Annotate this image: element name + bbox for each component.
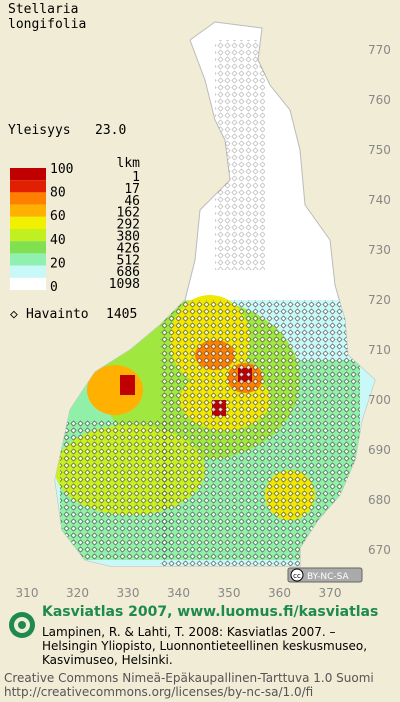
legend: lkm 100 80 60 40 20 0 117461622923804265126861… <box>10 156 140 295</box>
logo <box>9 612 35 638</box>
legend-percent: 0 <box>50 280 58 295</box>
easting-label: 360 <box>268 586 291 600</box>
legend-percent: 80 <box>50 186 66 201</box>
license-badge: cc BY-NC-SA <box>287 567 363 583</box>
legend-count: 426 <box>117 241 140 256</box>
easting-label: 350 <box>218 586 241 600</box>
observation-symbol: ◇ <box>10 307 18 322</box>
legend-count: 1098 <box>109 277 140 292</box>
observation-label: Havainto <box>26 307 89 322</box>
northing-label: 770 <box>368 43 391 57</box>
easting-label: 310 <box>16 586 39 600</box>
citation: Helsingin Yliopisto, Luonnontieteellinen… <box>42 639 367 653</box>
heat-cell <box>120 375 135 395</box>
legend-count: 17 <box>124 182 140 197</box>
species-name: longifolia <box>8 17 86 32</box>
northing-label: 700 <box>368 393 391 407</box>
legend-swatch <box>10 253 46 266</box>
legend-swatch <box>10 192 46 205</box>
count-header: lkm <box>117 156 141 171</box>
observation-count: 1405 <box>106 307 137 322</box>
coordinate-axes: 770 760 750 740 730 720 710 700 690 680 670 310 320 3… <box>16 43 391 600</box>
legend-percent: 100 <box>50 162 73 177</box>
prevalence-label: Yleisyys <box>8 123 71 138</box>
easting-label: 330 <box>117 586 140 600</box>
northing-label: 680 <box>368 493 391 507</box>
legend-percent: 20 <box>50 256 66 271</box>
legend-count: 1 <box>132 170 140 185</box>
svg-text:cc: cc <box>293 572 301 580</box>
citation: Kasvimuseo, Helsinki. <box>42 653 173 667</box>
legend-swatch <box>10 265 46 278</box>
legend-count: 46 <box>124 194 140 209</box>
observations <box>60 420 170 560</box>
legend-count: 162 <box>117 206 140 221</box>
northing-label: 710 <box>368 343 391 357</box>
legend-count: 686 <box>117 265 140 280</box>
easting-label: 340 <box>167 586 190 600</box>
legend-swatch <box>10 277 46 290</box>
observations <box>160 300 360 566</box>
easting-label: 370 <box>319 586 342 600</box>
legend-swatch <box>10 241 46 254</box>
northing-label: 720 <box>368 293 391 307</box>
legend-swatch <box>10 229 46 242</box>
license-text: http://creativecommons.org/licenses/by-n… <box>4 685 313 699</box>
license-badge-text: BY-NC-SA <box>307 572 350 582</box>
legend-count: 512 <box>117 253 140 268</box>
legend-swatch <box>10 168 46 181</box>
legend-count: 380 <box>117 230 140 245</box>
license-text: Creative Commons Nimeä-Epäkaupallinen-Ta… <box>4 671 374 685</box>
legend-count: 292 <box>117 218 140 233</box>
legend-percent: 40 <box>50 233 66 248</box>
northing-label: 730 <box>368 243 391 257</box>
legend-swatch <box>10 216 46 229</box>
easting-label: 320 <box>66 586 89 600</box>
species-name: Stellaria <box>8 2 78 17</box>
observations <box>215 40 265 270</box>
northing-label: 740 <box>368 193 391 207</box>
heatmap <box>55 40 375 566</box>
legend-percent: 60 <box>50 209 66 224</box>
legend-swatch <box>10 180 46 193</box>
northing-label: 760 <box>368 93 391 107</box>
northing-label: 690 <box>368 443 391 457</box>
northing-label: 750 <box>368 143 391 157</box>
citation: Lampinen, R. & Lahti, T. 2008: Kasviatla… <box>42 625 336 639</box>
prevalence-value: 23.0 <box>95 123 126 138</box>
footer-title: Kasviatlas 2007, www.luomus.fi/kasviatla… <box>42 604 378 620</box>
legend-swatch <box>10 204 46 217</box>
northing-label: 670 <box>368 543 391 557</box>
